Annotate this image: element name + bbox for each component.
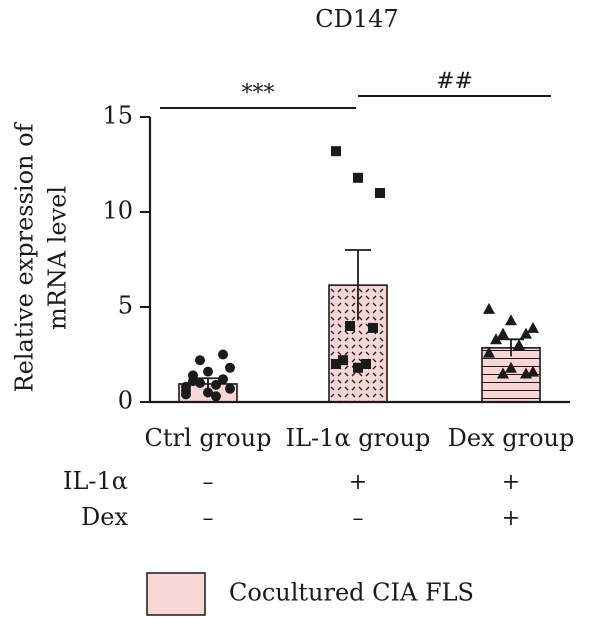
treatment-mark: – (203, 470, 214, 495)
treatment-mark: + (502, 470, 520, 495)
data-point (505, 314, 517, 326)
treatment-mark: + (349, 470, 367, 495)
data-point (375, 188, 385, 198)
data-point (218, 374, 228, 385)
data-point (353, 362, 363, 373)
category-label: Dex group (448, 424, 575, 452)
data-point (203, 387, 213, 398)
significance-label: ## (436, 69, 473, 94)
data-point (225, 383, 235, 394)
y-tick-label: 5 (118, 292, 133, 320)
data-point (527, 321, 539, 333)
data-point (361, 359, 371, 369)
data-point (345, 321, 355, 331)
treatment-mark: + (502, 506, 520, 531)
y-axis-label-line1: Relative expression of (11, 121, 39, 392)
data-point (331, 359, 341, 369)
y-tick-label: 10 (102, 197, 133, 225)
data-point (218, 349, 228, 360)
data-point (505, 361, 517, 373)
data-point (483, 302, 495, 314)
y-tick-label: 15 (102, 102, 133, 130)
data-point (211, 391, 221, 402)
data-point (483, 346, 495, 358)
legend: Cocultured CIA FLS (146, 572, 474, 616)
category-label: Ctrl group (145, 424, 272, 452)
data-point (338, 355, 348, 366)
treatment-mark: – (353, 506, 364, 531)
data-point (490, 333, 502, 345)
data-point (513, 339, 525, 350)
data-point (203, 366, 213, 377)
data-point (211, 379, 221, 390)
data-point (225, 362, 235, 373)
data-point (331, 146, 341, 157)
treatment-row-label: IL-1α (63, 467, 128, 495)
chart-title: CD147 (315, 5, 398, 33)
significance-label: *** (242, 81, 275, 106)
data-point (527, 365, 539, 377)
treatment-row-label: Dex (81, 503, 128, 531)
data-point (368, 322, 378, 333)
legend-swatch (146, 572, 206, 616)
data-point (181, 381, 191, 392)
data-point (520, 327, 532, 339)
data-point (497, 367, 509, 379)
category-label: IL-1α group (286, 424, 431, 452)
y-tick-label: 0 (118, 387, 133, 415)
data-point (497, 327, 509, 339)
y-axis-label-line2: mRNA level (44, 186, 72, 330)
y-axis-label: Relative expression of mRNA level (11, 121, 72, 392)
treatment-mark: – (203, 506, 214, 531)
data-point (520, 367, 532, 379)
data-point (353, 172, 363, 183)
legend-label: Cocultured CIA FLS (229, 579, 474, 607)
data-point (195, 355, 205, 366)
